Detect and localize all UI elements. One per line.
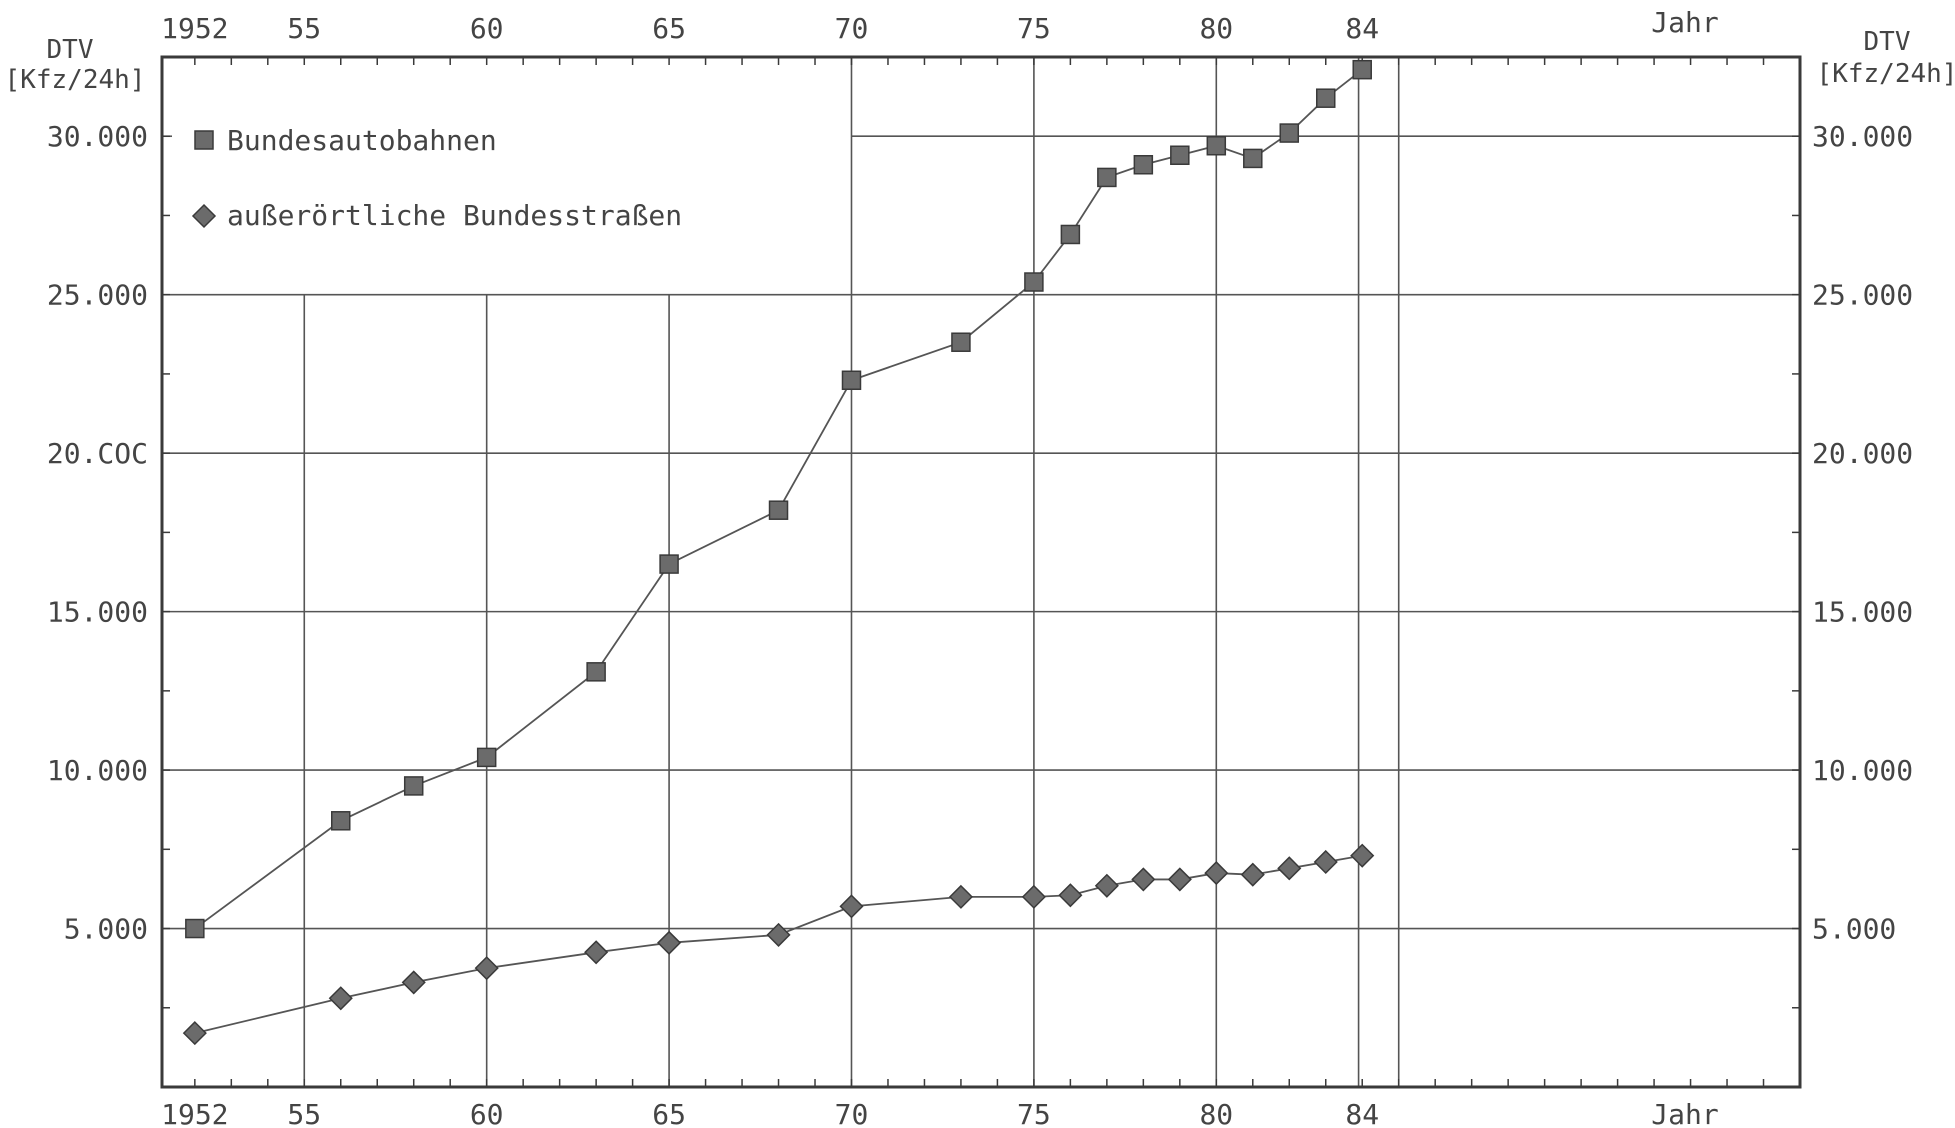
data-point-autobahnen [476,747,497,768]
x-tick-label-top: 60 [470,12,504,45]
data-point-bundesstrassen [1350,843,1375,868]
data-point-autobahnen [1060,224,1081,245]
data-point-bundesstrassen [182,1021,207,1046]
legend-label-bundesstrassen: außerörtliche Bundesstraßen [227,199,682,232]
legend-diamond-marker [191,203,217,229]
data-point-bundesstrassen [401,970,426,995]
data-point-autobahnen [1170,145,1190,165]
x-tick-label-bottom: 60 [470,1098,504,1128]
axis-labels: 1952 1952 55 55 60 60 65 65 70 70 75 75 80 80 84 84 5.00… [47,12,1913,1128]
data-point-autobahnen [841,370,862,391]
data-point-bundesstrassen [1277,856,1302,881]
data-point-bundesstrassen [584,940,609,965]
data-point-bundesstrassen [657,930,682,955]
x-tick-label-top: 84 [1345,12,1379,45]
y-tick-label-right: 25.000 [1812,279,1913,312]
data-point-bundesstrassen [1021,884,1046,909]
data-point-bundesstrassen [1094,873,1119,898]
data-point-bundesstrassen [766,922,791,947]
data-point-autobahnen [1315,88,1336,108]
grid [162,57,1800,1087]
y-tick-label-right: 15.000 [1812,596,1913,629]
data-point-bundesstrassen [474,956,499,981]
y-tick-label-right: 5.000 [1812,913,1896,946]
x-tick-label-top: 65 [652,12,686,45]
y-axis-unit-right: [Kfz/24h] [1817,59,1955,89]
x-tick-label-bottom: 75 [1017,1098,1051,1128]
x-tick-label-bottom: 84 [1345,1098,1379,1128]
data-point-bundesstrassen [839,894,864,919]
data-point-bundesstrassen [948,884,973,909]
x-tick-label-top: 55 [287,12,321,45]
y-tick-label-left: 20.COC [47,437,148,470]
data-point-autobahnen [1243,148,1263,169]
x-tick-label-top: 75 [1017,12,1051,45]
legend-square-marker [194,130,214,150]
data-point-autobahnen [403,776,424,796]
data-point-autobahnen [768,500,789,520]
data-point-autobahnen [1279,123,1300,143]
data-point-autobahnen [951,332,971,352]
data-point-bundesstrassen [328,986,353,1011]
y-tick-label-left: 5.000 [64,913,148,946]
data-point-autobahnen [586,662,606,682]
legend-label-autobahnen: Bundesautobahnen [227,124,497,157]
data-point-autobahnen [185,918,205,939]
y-axis-title-left: DTV [47,35,94,65]
x-tick-label-bottom: 65 [652,1098,686,1128]
y-tick-label-right: 10.000 [1812,754,1913,787]
x-tick-label-top: 80 [1199,12,1233,45]
x-tick-label-bottom: 80 [1199,1098,1233,1128]
y-axis-unit-left: [Kfz/24h] [5,65,146,95]
data-point-autobahnen [1133,155,1154,175]
data-point-bundesstrassen [1240,862,1265,887]
y-tick-label-right: 20.000 [1812,437,1913,470]
data-point-autobahnen [1024,272,1044,292]
y-tick-label-right: 30.000 [1812,120,1913,153]
y-tick-label-left: 10.000 [47,754,148,787]
data-point-autobahnen [1206,135,1227,156]
y-tick-label-left: 25.000 [47,279,148,312]
data-point-bundesstrassen [1204,861,1229,886]
x-tick-label-bottom: 70 [835,1098,869,1128]
minor-ticks [162,56,1800,1087]
legend: Bundesautobahnen außerörtliche Bundesstr… [191,124,682,232]
data-point-bundesstrassen [1131,867,1156,892]
x-axis-unit-bottom: Jahr [1651,1098,1718,1128]
data-point-bundesstrassen [1058,883,1083,908]
x-tick-label-top: 70 [835,12,869,45]
data-point-bundesstrassen [1313,849,1338,875]
series-markers [182,59,1375,1046]
y-tick-label-left: 30.000 [47,120,148,153]
y-tick-label-left: 15.000 [47,596,148,629]
data-point-autobahnen [1352,59,1372,80]
data-point-autobahnen [1097,167,1117,188]
data-point-autobahnen [659,554,679,574]
data-point-bundesstrassen [1167,867,1192,892]
x-tick-label-bottom: 55 [287,1098,321,1128]
x-tick-label-top: 1952 [161,12,228,45]
y-axis-title-right: DTV [1864,27,1911,57]
x-tick-label-bottom: 1952 [161,1098,228,1128]
x-axis-unit-top: Jahr [1651,6,1718,39]
data-point-autobahnen [331,811,351,831]
plot-frame [160,55,1802,1089]
